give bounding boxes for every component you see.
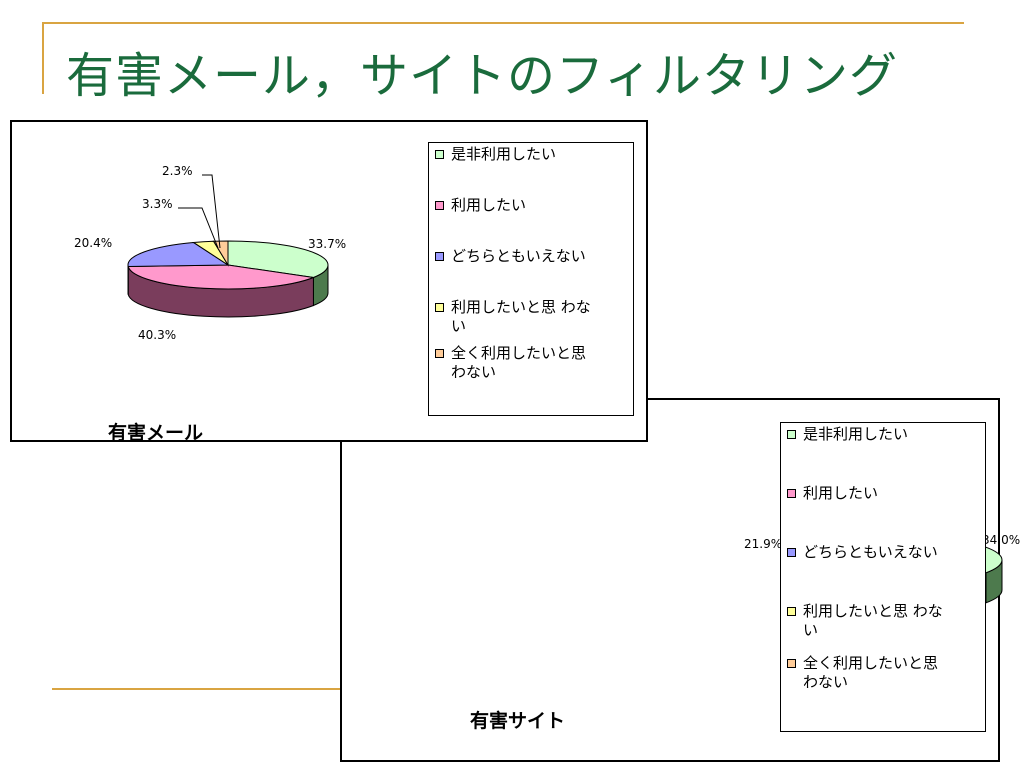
legend-label: わない [803,673,849,691]
legend-label: 全く利用したいと思 [803,654,939,672]
legend-label: 利用したい [803,484,879,502]
chart-caption: 有害メール [108,422,204,444]
legend-swatch [435,303,444,312]
chart-caption: 有害サイト [470,710,566,732]
legend-item-3: 利用したいと思 わない [787,602,979,640]
legend-swatch [787,659,796,668]
legend-swatch [787,607,796,616]
title-rule-vertical [42,22,44,94]
leader-line-3 [178,207,219,249]
legend-label: 利用したい [451,196,527,214]
data-label-0: 33.7% [308,237,346,251]
legend-item-0: 是非利用したい [435,145,627,164]
legend-label: い [803,621,819,639]
legend-label: 全く利用したいと思 [451,344,587,362]
data-label-3: 3.3% [142,197,173,211]
legend-label: どちらともいえない [451,247,586,265]
legend-swatch [787,430,796,439]
legend-label: どちらともいえない [803,543,938,561]
pie-slice-1 [127,264,316,290]
legend-item-4: 全く利用したいと思 わない [435,344,627,382]
legend-item-4: 全く利用したいと思 わない [787,654,979,692]
legend-label: 是非利用したい [803,425,909,443]
legend-item-0: 是非利用したい [787,425,979,444]
legend-label: 利用したいと思 わな [803,602,943,620]
chart-panel-harmful-sites: 34.0%38.4%21.9%3.4%2.4% 是非利用したい利用したいどちらと… [340,398,1020,762]
data-label-2: 20.4% [74,236,112,250]
data-label-0: 34.0% [982,533,1020,547]
legend-swatch [787,548,796,557]
legend-item-1: 利用したい [787,484,979,503]
legend-label: 是非利用したい [451,145,557,163]
data-label-4: 2.3% [162,164,193,178]
legend-item-1: 利用したい [435,196,627,215]
chart-legend: 是非利用したい 利用したい どちらともいえない 利用したいと思 わない全く利用したいと… [780,422,986,732]
leader-line-4 [202,174,221,249]
legend-item-2: どちらともいえない [435,247,627,266]
legend-swatch [435,150,444,159]
legend-swatch [787,489,796,498]
legend-swatch [435,201,444,210]
data-label-2: 21.9% [744,537,782,551]
title-rule-horizontal [42,22,964,24]
legend-item-2: どちらともいえない [787,543,979,562]
legend-label: 利用したいと思 わな [451,298,591,316]
chart-panel-harmful-mail: 33.7% 40.3% 20.4% 3.3% 2.3% 是非利用したい 利用したいどちらと… [10,120,648,444]
legend-label: い [451,317,467,335]
slide-title: 有害メール，サイトのフィルタリング [66,48,899,104]
legend-swatch [435,252,444,261]
data-label-1: 40.3% [138,328,176,342]
legend-swatch [435,349,444,358]
pie-slice-2 [127,241,230,268]
legend-item-3: 利用したいと思 わない [435,298,627,336]
pie-chart-harmful-mail: 33.7% 40.3% 20.4% 3.3% 2.3% [74,164,346,342]
chart-legend: 是非利用したい 利用したい どちらともいえない 利用したいと思 わない全く利用したいと… [428,142,634,416]
bottom-rule [52,688,352,690]
legend-label: わない [451,363,497,381]
